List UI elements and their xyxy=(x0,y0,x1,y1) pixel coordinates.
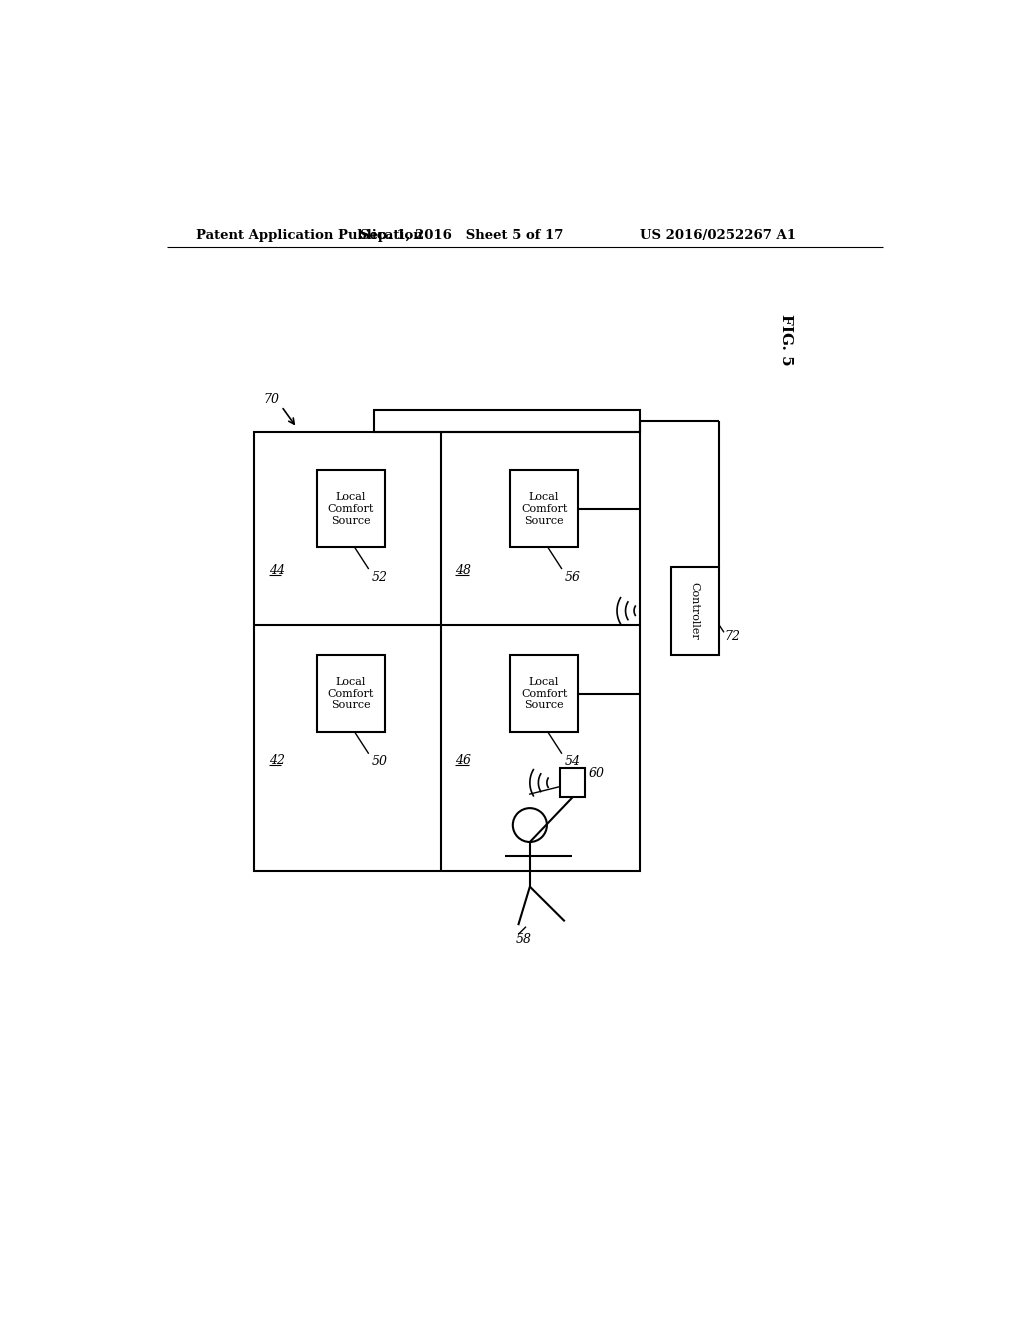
Bar xyxy=(510,655,579,733)
Text: 72: 72 xyxy=(725,630,740,643)
Text: US 2016/0252267 A1: US 2016/0252267 A1 xyxy=(640,228,796,242)
Text: 54: 54 xyxy=(565,755,581,768)
Text: 42: 42 xyxy=(269,754,285,767)
Bar xyxy=(510,470,579,548)
Text: 56: 56 xyxy=(565,570,581,583)
Bar xyxy=(671,566,719,655)
Bar xyxy=(316,655,385,733)
Text: Local
Comfort
Source: Local Comfort Source xyxy=(328,492,374,525)
Bar xyxy=(316,470,385,548)
Text: 52: 52 xyxy=(372,570,388,583)
Text: Local
Comfort
Source: Local Comfort Source xyxy=(521,492,567,525)
Text: Local
Comfort
Source: Local Comfort Source xyxy=(328,677,374,710)
Text: Local
Comfort
Source: Local Comfort Source xyxy=(521,677,567,710)
Bar xyxy=(374,411,640,432)
Text: Sep. 1, 2016   Sheet 5 of 17: Sep. 1, 2016 Sheet 5 of 17 xyxy=(359,228,563,242)
Text: FIG. 5: FIG. 5 xyxy=(779,314,793,366)
Text: 46: 46 xyxy=(455,754,471,767)
Text: 70: 70 xyxy=(263,393,280,407)
Text: 50: 50 xyxy=(372,755,388,768)
Text: 60: 60 xyxy=(589,767,605,780)
Bar xyxy=(560,768,585,797)
Bar xyxy=(254,432,640,871)
Text: Controller: Controller xyxy=(689,582,699,640)
Text: Patent Application Publication: Patent Application Publication xyxy=(197,228,423,242)
Text: 58: 58 xyxy=(516,932,531,945)
Text: 44: 44 xyxy=(269,564,285,577)
Text: 48: 48 xyxy=(455,564,471,577)
